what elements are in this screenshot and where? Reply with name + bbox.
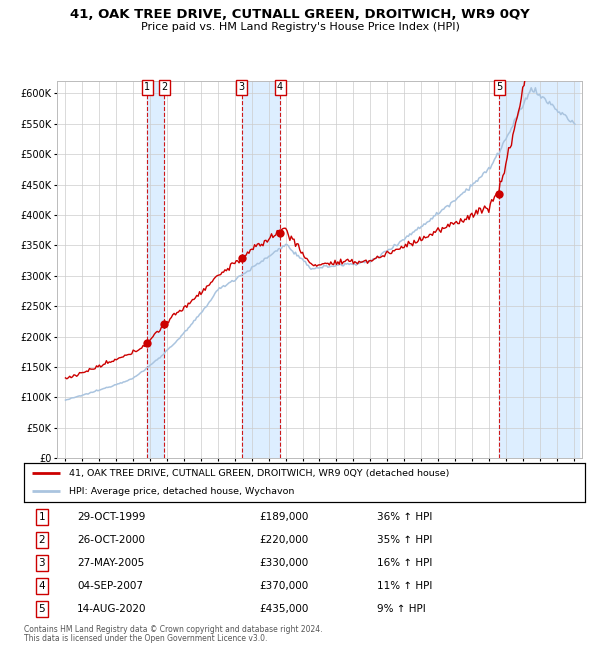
Text: 41, OAK TREE DRIVE, CUTNALL GREEN, DROITWICH, WR9 0QY (detached house): 41, OAK TREE DRIVE, CUTNALL GREEN, DROIT… (69, 469, 449, 478)
Text: 4: 4 (277, 83, 283, 92)
Text: £330,000: £330,000 (260, 558, 309, 568)
Text: £370,000: £370,000 (260, 581, 309, 591)
Text: 1: 1 (38, 512, 45, 521)
Text: £220,000: £220,000 (260, 535, 309, 545)
Text: 4: 4 (38, 581, 45, 591)
Text: 5: 5 (38, 604, 45, 614)
Text: 5: 5 (496, 83, 502, 92)
Text: 3: 3 (239, 83, 245, 92)
Text: 29-OCT-1999: 29-OCT-1999 (77, 512, 146, 521)
Text: £435,000: £435,000 (260, 604, 309, 614)
Text: 2: 2 (38, 535, 45, 545)
Text: 11% ↑ HPI: 11% ↑ HPI (377, 581, 433, 591)
Text: Price paid vs. HM Land Registry's House Price Index (HPI): Price paid vs. HM Land Registry's House … (140, 22, 460, 32)
Text: 16% ↑ HPI: 16% ↑ HPI (377, 558, 433, 568)
Bar (147, 81, 164, 458)
Text: 2: 2 (161, 83, 167, 92)
Text: 1: 1 (144, 83, 151, 92)
Text: 14-AUG-2020: 14-AUG-2020 (77, 604, 147, 614)
Text: 04-SEP-2007: 04-SEP-2007 (77, 581, 143, 591)
Text: 3: 3 (38, 558, 45, 568)
Text: 41, OAK TREE DRIVE, CUTNALL GREEN, DROITWICH, WR9 0QY: 41, OAK TREE DRIVE, CUTNALL GREEN, DROIT… (70, 8, 530, 21)
Bar (499, 81, 578, 458)
Text: 9% ↑ HPI: 9% ↑ HPI (377, 604, 426, 614)
Text: £189,000: £189,000 (260, 512, 309, 521)
Text: 35% ↑ HPI: 35% ↑ HPI (377, 535, 433, 545)
Text: Contains HM Land Registry data © Crown copyright and database right 2024.: Contains HM Land Registry data © Crown c… (24, 625, 323, 634)
Bar (242, 81, 280, 458)
Text: This data is licensed under the Open Government Licence v3.0.: This data is licensed under the Open Gov… (24, 634, 268, 644)
Text: HPI: Average price, detached house, Wychavon: HPI: Average price, detached house, Wych… (69, 487, 294, 496)
Text: 26-OCT-2000: 26-OCT-2000 (77, 535, 145, 545)
Text: 36% ↑ HPI: 36% ↑ HPI (377, 512, 433, 521)
Text: 27-MAY-2005: 27-MAY-2005 (77, 558, 145, 568)
